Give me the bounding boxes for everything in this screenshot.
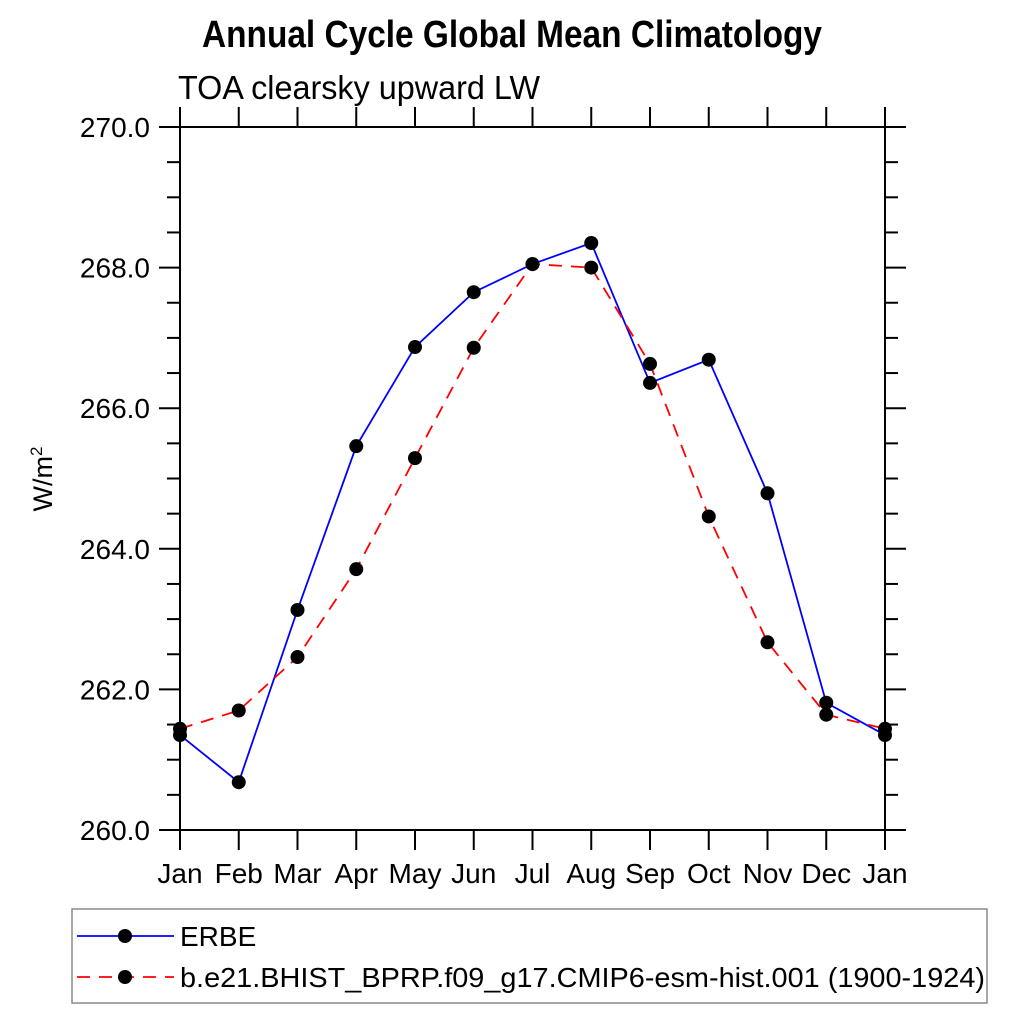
chart-title: Annual Cycle Global Mean Climatology [202,14,822,56]
x-tick-label: Oct [687,858,731,889]
x-tick-label: Aug [566,858,616,889]
data-point-marker [290,602,305,617]
y-tick-label: 270.0 [80,112,150,143]
data-point-marker [643,356,657,371]
data-point-marker [349,439,364,454]
data-point-marker [643,375,657,390]
data-point-marker [173,721,187,736]
y-tick-label: 264.0 [80,534,150,565]
x-tick-label: Nov [743,858,793,889]
series-line-0 [179,241,886,784]
data-point-marker [819,707,834,722]
data-point-marker [408,451,422,466]
data-point-marker [584,235,599,250]
plot-area: 260.0 262.0 264.0 266.0 268.0 270.0 Jan Feb Mar A… [80,107,908,889]
data-point-marker [290,650,305,665]
series-line-1 [179,263,886,730]
legend-box [71,908,988,1004]
chart-subtitle: TOA clearsky upward LW [178,69,541,106]
y-tick-label: 268.0 [80,253,150,284]
y-axis-label: W/m2 [27,447,58,512]
data-point-marker [231,775,246,790]
data-point-marker [878,721,892,736]
data-point-marker [701,509,716,524]
data-point-marker [525,257,540,272]
data-point-marker [760,486,775,501]
data-point-marker [760,635,775,650]
data-point-marker [819,695,834,710]
y-tick-label: 266.0 [80,393,150,424]
x-tick-label: May [389,858,442,889]
data-point-marker [701,352,716,367]
data-point-marker [584,260,599,275]
data-point-marker [349,562,364,577]
data-point-marker [466,285,481,300]
legend-label: b.e21.BHIST_BPRP.f09_g17.CMIP6-esm-hist.… [180,962,985,993]
plot-frame [179,126,886,831]
x-tick-label: Jan [157,858,202,889]
x-tick-label: Sep [625,858,675,889]
x-tick-label: Feb [215,858,263,889]
x-tick-label: Apr [334,858,378,889]
legend-marker [118,929,132,943]
data-point-marker [466,340,481,355]
x-tick-label: Jan [862,858,907,889]
legend-marker [118,970,132,984]
y-tick-label: 262.0 [80,674,150,705]
data-point-marker [231,703,246,718]
legend-label: ERBE [180,921,256,952]
data-point-marker [408,340,422,355]
legend: ERBE b.e21.BHIST_BPRP.f09_g17.CMIP6-esm-h… [71,908,988,1004]
x-tick-label: Mar [273,858,321,889]
y-tick-label: 260.0 [80,815,150,846]
x-tick-label: Jul [515,858,551,889]
x-tick-label: Dec [801,858,851,889]
x-tick-label: Jun [451,858,496,889]
